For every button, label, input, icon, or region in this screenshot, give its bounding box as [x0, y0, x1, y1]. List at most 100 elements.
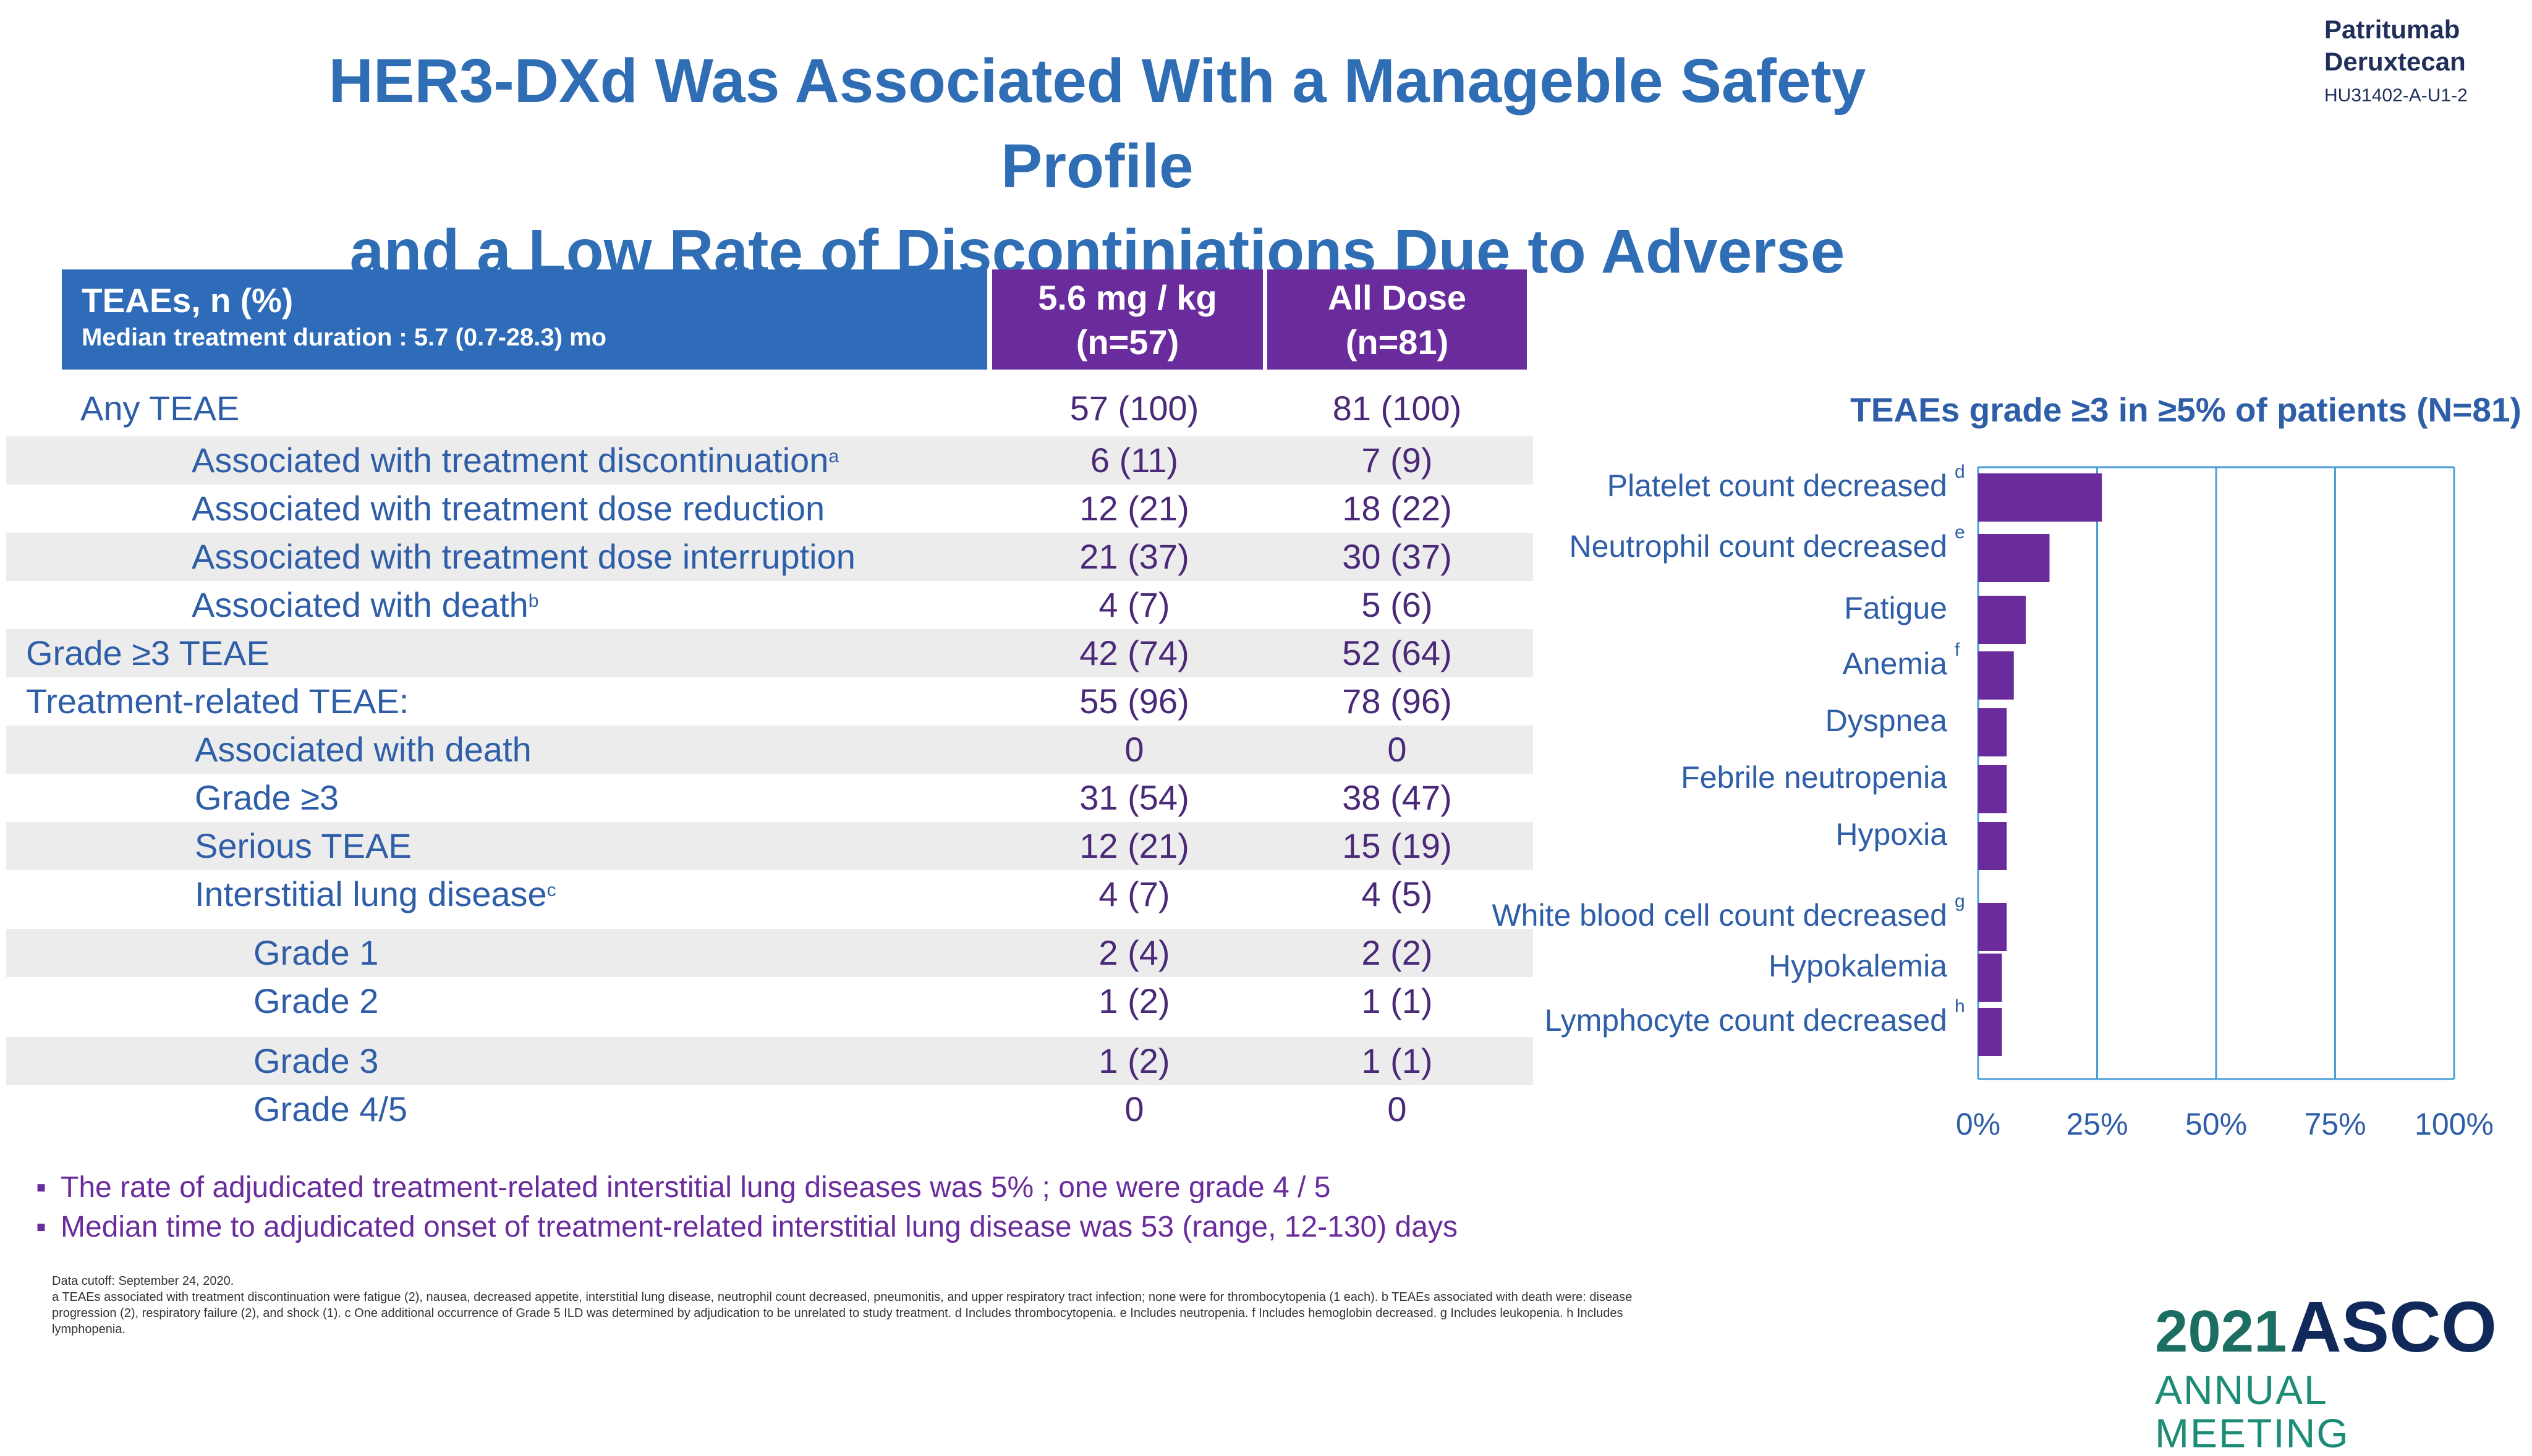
category-label: Hypokalemia [1769, 949, 1947, 983]
value-all-dose: 38 (47) [1342, 778, 1452, 817]
value-all-dose: 78 (96) [1342, 682, 1452, 721]
row-label-text: Treatment-related TEAE: [26, 682, 409, 721]
table-row: Interstitial lung diseasec 4 (7) 4 (5) [6, 870, 1533, 918]
table-row: Associated with treatment dose interrupt… [6, 533, 1533, 581]
value-5-6-mg: 42 (74) [1079, 633, 1189, 672]
value-5-6-mg: 55 (96) [1079, 682, 1189, 721]
logo-year: 2021 [2155, 1298, 2287, 1365]
row-label-text: Grade 2 [253, 981, 379, 1020]
bullet-text-2: Median time to adjudicated onset of trea… [61, 1211, 1458, 1243]
category-label: Febrile neutropenia [1681, 760, 1947, 795]
row-label-text: Interstitial lung disease [195, 874, 547, 913]
value-5-6-mg: 12 (21) [1079, 489, 1189, 528]
bullet-item: ▪ Median time to adjudicated onset of tre… [36, 1211, 1458, 1243]
table-row: Grade 4/5 0 0 [6, 1085, 1533, 1133]
row-label: Grade 2 [253, 977, 378, 1025]
row-label: Associated with treatment dose reduction [192, 485, 825, 533]
all-dose-n: (n=81) [1345, 323, 1449, 362]
value-all-dose: 7 (9) [1361, 441, 1433, 480]
bullet-item: ▪ The rate of adjudicated treatment-relat… [36, 1171, 1331, 1204]
key-findings: ▪ The rate of adjudicated treatment-relat… [36, 1168, 1458, 1247]
x-tick-label: 25% [2066, 1107, 2128, 1141]
table-row: Serious TEAE 12 (21) 15 (19) [6, 822, 1533, 870]
chart-title: TEAEs grade ≥3 in ≥5% of patients (N=81) [1850, 391, 2521, 429]
category-footnote-marker: d [1955, 462, 1965, 482]
row-label: Associated with deathb [192, 581, 538, 629]
table-row: Any TEAE 57 (100) 81 (100) [6, 384, 1533, 433]
bar [1978, 822, 2007, 870]
row-label: Grade 3 [253, 1037, 378, 1085]
title-line-1: HER3-DXd Was Associated With a Manageble… [328, 46, 1866, 201]
value-5-6-mg: 6 (11) [1090, 441, 1179, 480]
footnote-marker: b [528, 591, 539, 611]
x-tick-label: 75% [2304, 1107, 2366, 1141]
value-5-6-mg: 0 [1124, 1090, 1144, 1128]
x-tick-label: 100% [2415, 1107, 2494, 1141]
logo-name: ASCO [2290, 1287, 2497, 1367]
document-id: HU31402-A-U1-2 [2324, 85, 2468, 106]
bar [1978, 473, 2102, 522]
value-5-6-mg: 57 (100) [1069, 389, 1199, 428]
row-label: Associated with treatment dose interrupt… [192, 533, 856, 581]
value-all-dose: 18 (22) [1342, 489, 1452, 528]
category-label: Anemia [1842, 646, 1947, 681]
table-row: Treatment-related TEAE: 55 (96) 78 (96) [6, 677, 1533, 726]
value-5-6-mg: 21 (37) [1079, 537, 1189, 576]
teae-grade3-bar-chart: TEAEs grade ≥3 in ≥5% of patients (N=81)… [1492, 391, 2521, 1141]
category-label: Hypoxia [1835, 817, 1947, 852]
all-dose-label: All Dose [1327, 278, 1467, 317]
data-cutoff: Data cutoff: September 24, 2020. [52, 1274, 234, 1288]
row-label: Associated with death [195, 726, 532, 774]
x-tick-label: 0% [1956, 1107, 2000, 1141]
table-row: Associated with death 0 0 [6, 726, 1533, 774]
value-5-6-mg: 4 (7) [1098, 874, 1170, 913]
asco-logo: 2021 ASCO ANNUAL MEETING [2155, 1285, 2532, 1455]
row-label: Grade 4/5 [253, 1085, 407, 1133]
row-label-text: Grade ≥3 TEAE [26, 633, 270, 672]
footnote-marker: a [828, 446, 839, 467]
bar [1978, 903, 2007, 951]
value-all-dose: 0 [1387, 730, 1407, 769]
dose-5-6-label: 5.6 mg / kg [1038, 278, 1217, 317]
bar [1978, 596, 2026, 644]
category-label: Platelet count decreased [1607, 468, 1947, 503]
value-all-dose: 2 (2) [1361, 933, 1433, 972]
row-label-text: Associated with death [192, 585, 529, 624]
row-label-text: Grade ≥3 [195, 778, 339, 817]
row-label-text: Any TEAE [80, 389, 240, 428]
table-header-all-dose: All Dose (n=81) [1267, 269, 1527, 370]
row-label-text: Grade 4/5 [253, 1090, 408, 1128]
category-footnote-marker: h [1955, 996, 1965, 1017]
value-5-6-mg: 31 (54) [1079, 778, 1189, 817]
bar [1978, 534, 2050, 582]
category-label: Neutrophil count decreased [1570, 529, 1948, 564]
category-label: Lymphocyte count decreased [1545, 1003, 1947, 1038]
table-row: Associated with deathb 4 (7) 5 (6) [6, 581, 1533, 629]
value-5-6-mg: 2 (4) [1098, 933, 1170, 972]
row-label-text: Associated with treatment dose interrupt… [192, 537, 856, 576]
table-row: Grade 3 1 (2) 1 (1) [6, 1037, 1533, 1085]
table-header-subtitle: Median treatment duration : 5.7 (0.7-28.… [82, 324, 607, 351]
row-label-text: Grade 1 [253, 933, 379, 972]
brand-name: Patritumab Deruxtecan [2324, 14, 2466, 78]
value-all-dose: 5 (6) [1361, 585, 1433, 624]
row-label: Treatment-related TEAE: [26, 677, 409, 726]
row-label-text: Grade 3 [253, 1041, 379, 1080]
table-header-teaes: TEAEs, n (%) Median treatment duration :… [62, 269, 987, 370]
value-all-dose: 4 (5) [1361, 874, 1433, 913]
row-label-text: Associated with treatment dose reduction [192, 489, 825, 528]
row-label: Interstitial lung diseasec [195, 870, 556, 918]
row-label-text: Serious TEAE [195, 826, 412, 865]
value-5-6-mg: 1 (2) [1098, 1041, 1170, 1080]
bar [1978, 708, 2007, 756]
bullet-text-1: The rate of adjudicated treatment-relate… [61, 1171, 1331, 1204]
value-all-dose: 30 (37) [1342, 537, 1452, 576]
row-label-text: Associated with death [195, 730, 532, 769]
table-row: Associated with treatment discontinuatio… [6, 436, 1533, 485]
row-label-text: Associated with treatment discontinuatio… [192, 441, 829, 480]
x-tick-label: 50% [2185, 1107, 2247, 1141]
value-all-dose: 1 (1) [1361, 1041, 1433, 1080]
row-label: Serious TEAE [195, 822, 412, 870]
bar [1978, 1008, 2002, 1056]
value-5-6-mg: 0 [1124, 730, 1144, 769]
